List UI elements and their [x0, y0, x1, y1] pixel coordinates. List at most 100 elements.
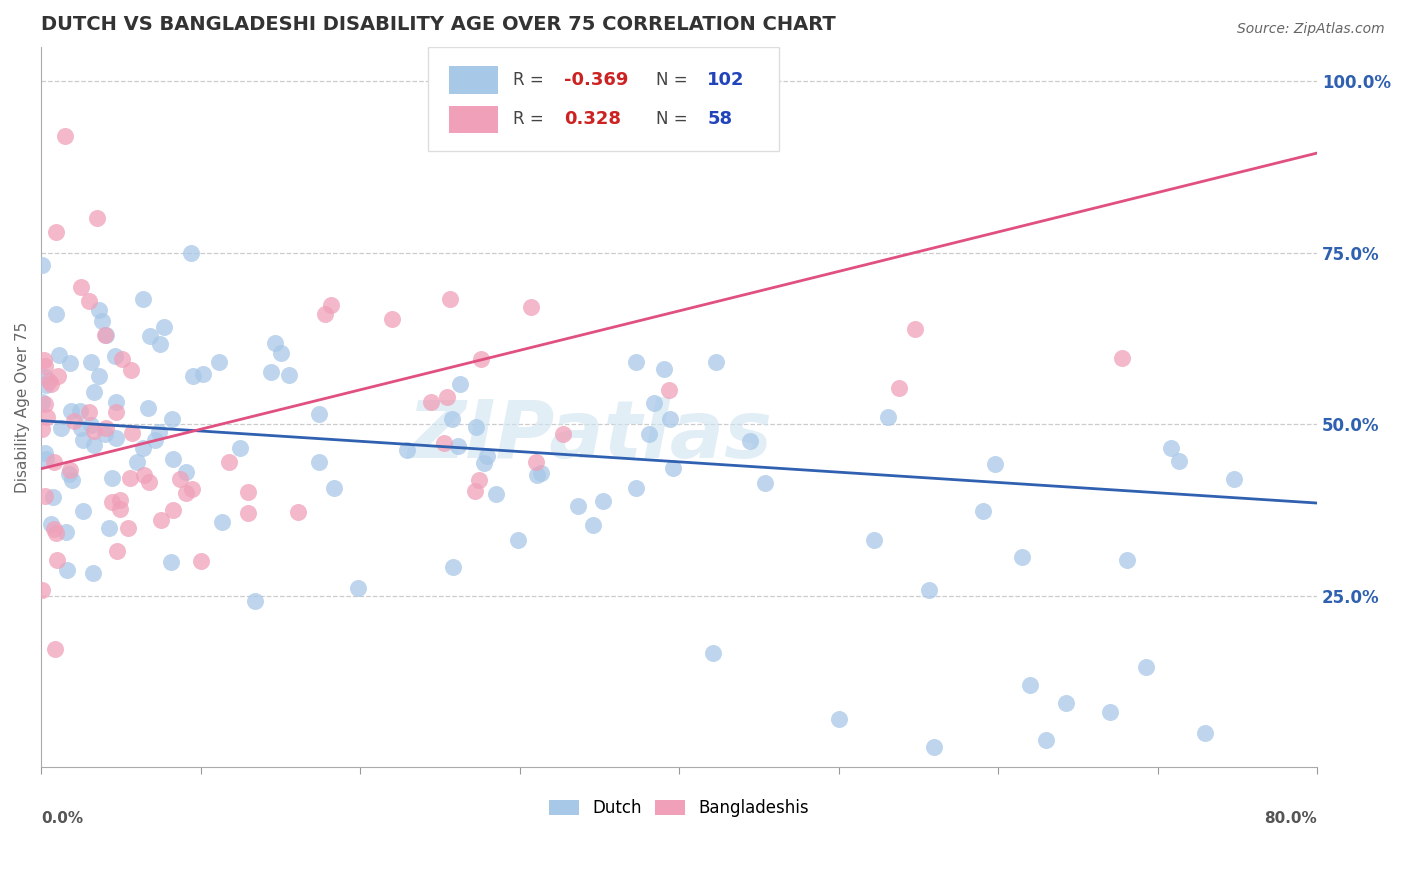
- Point: [162, 452, 184, 467]
- Point: [77, 293, 100, 308]
- Point: [39, 516, 62, 531]
- Point: [72, 433, 94, 447]
- Text: 80.0%: 80.0%: [1264, 811, 1317, 825]
- Point: [120, 363, 142, 377]
- Point: [472, 456, 495, 470]
- Point: [69, 404, 91, 418]
- Point: [91, 313, 114, 327]
- Point: [105, 395, 128, 409]
- Point: [229, 442, 252, 456]
- Point: [127, 455, 149, 469]
- Text: ZIPatlas: ZIPatlas: [408, 397, 772, 475]
- Point: [592, 494, 614, 508]
- Point: [180, 482, 202, 496]
- Point: [34, 370, 56, 384]
- Point: [1223, 472, 1246, 486]
- Point: [117, 520, 139, 534]
- Point: [704, 354, 727, 368]
- Point: [72, 504, 94, 518]
- Point: [395, 443, 418, 458]
- Point: [89, 368, 111, 383]
- Point: [218, 455, 240, 469]
- Point: [138, 401, 160, 415]
- Point: [150, 513, 173, 527]
- Point: [381, 312, 404, 326]
- Point: [287, 505, 309, 519]
- Point: [432, 435, 454, 450]
- Point: [37, 409, 59, 424]
- Point: [31, 422, 53, 436]
- Point: [436, 390, 458, 404]
- FancyBboxPatch shape: [450, 106, 498, 133]
- Point: [56, 563, 79, 577]
- Point: [169, 472, 191, 486]
- Point: [104, 349, 127, 363]
- Point: [278, 368, 301, 382]
- Point: [887, 381, 910, 395]
- Point: [105, 432, 128, 446]
- Text: DUTCH VS BANGLADESHI DISABILITY AGE OVER 75 CORRELATION CHART: DUTCH VS BANGLADESHI DISABILITY AGE OVER…: [41, 15, 835, 34]
- Y-axis label: Disability Age Over 75: Disability Age Over 75: [15, 321, 30, 492]
- Point: [48, 348, 70, 362]
- Point: [1019, 678, 1042, 692]
- Point: [1168, 453, 1191, 467]
- Point: [32, 352, 55, 367]
- Point: [51, 420, 73, 434]
- Text: R =: R =: [513, 111, 550, 128]
- Text: 102: 102: [707, 70, 745, 89]
- Point: [238, 506, 260, 520]
- Point: [530, 467, 553, 481]
- Point: [485, 487, 508, 501]
- Point: [260, 365, 283, 379]
- Point: [524, 455, 547, 469]
- Point: [53, 128, 76, 143]
- Point: [58, 467, 80, 482]
- Point: [470, 352, 492, 367]
- Point: [59, 404, 82, 418]
- Point: [211, 515, 233, 529]
- Point: [34, 359, 56, 373]
- Point: [118, 471, 141, 485]
- Point: [658, 412, 681, 426]
- Point: [94, 327, 117, 342]
- Point: [323, 481, 346, 495]
- Point: [82, 566, 104, 581]
- Point: [662, 460, 685, 475]
- Point: [191, 367, 214, 381]
- Point: [34, 446, 56, 460]
- Point: [238, 484, 260, 499]
- Point: [159, 555, 181, 569]
- Point: [924, 739, 946, 754]
- Point: [582, 517, 605, 532]
- Point: [1115, 553, 1137, 567]
- Text: R =: R =: [513, 70, 550, 89]
- Point: [94, 328, 117, 343]
- Point: [174, 486, 197, 500]
- Point: [86, 211, 108, 226]
- Point: [131, 442, 153, 456]
- Text: N =: N =: [657, 111, 693, 128]
- Point: [148, 425, 170, 440]
- Point: [652, 361, 675, 376]
- Point: [108, 501, 131, 516]
- Point: [100, 471, 122, 485]
- Point: [526, 467, 548, 482]
- Point: [972, 504, 994, 518]
- Point: [143, 433, 166, 447]
- Point: [308, 407, 330, 421]
- Point: [519, 301, 541, 315]
- Point: [740, 434, 762, 449]
- Point: [624, 355, 647, 369]
- Point: [62, 414, 84, 428]
- Point: [1098, 706, 1121, 720]
- Point: [94, 420, 117, 434]
- Point: [419, 394, 441, 409]
- Point: [31, 394, 53, 409]
- Point: [31, 258, 53, 272]
- Point: [89, 302, 111, 317]
- Point: [827, 712, 849, 726]
- Point: [138, 475, 160, 490]
- Point: [208, 355, 231, 369]
- Point: [110, 351, 132, 366]
- Point: [449, 377, 471, 392]
